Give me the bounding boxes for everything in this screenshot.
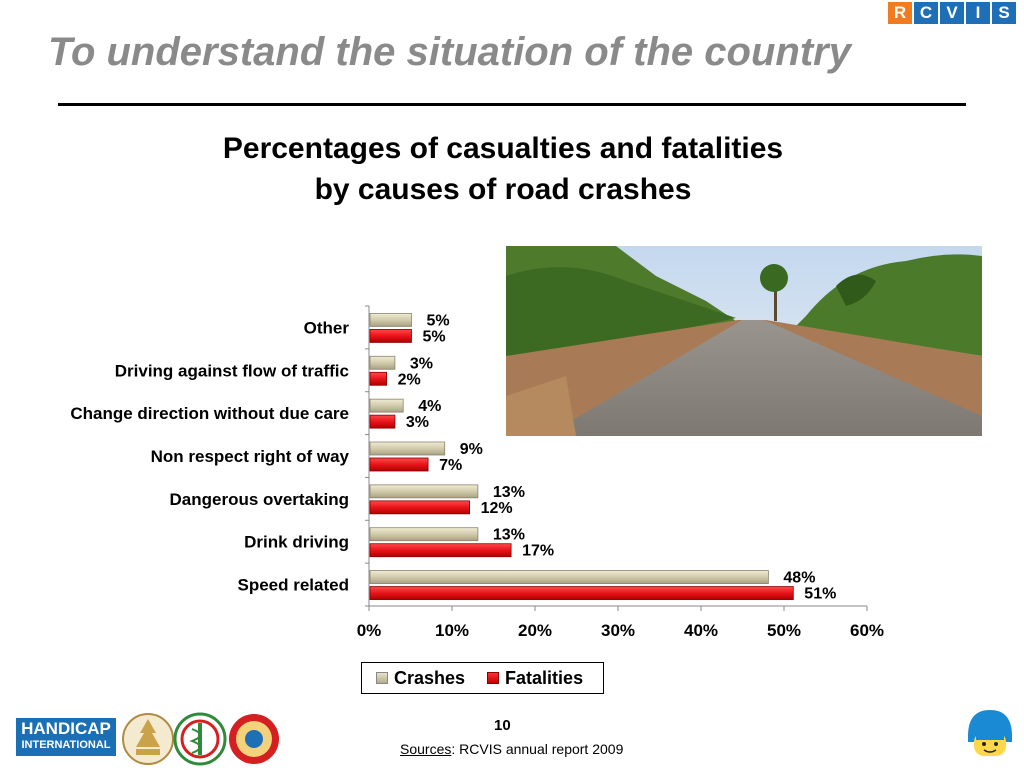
bar-crashes — [369, 355, 396, 370]
bar-crashes — [369, 527, 479, 542]
police-seal-icon — [229, 714, 279, 764]
data-label-crashes: 13% — [493, 527, 525, 544]
health-ministry-emblem-icon — [173, 712, 227, 766]
data-label-fatalities: 5% — [423, 328, 446, 345]
data-label-fatalities: 51% — [804, 586, 836, 603]
chart-legend: Crashes Fatalities — [361, 662, 604, 694]
data-label-fatalities: 3% — [406, 414, 429, 431]
bar-crashes — [369, 441, 446, 456]
category-label: Driving against flow of traffic — [115, 361, 349, 380]
category-label: Change direction without due care — [70, 404, 349, 423]
category-label: Non respect right of way — [151, 447, 350, 466]
road-photo — [506, 246, 982, 436]
chart-title-line1: Percentages of casualties and fatalities — [222, 132, 784, 165]
x-tick-label: 50% — [767, 621, 801, 640]
sources-note: Sources: RCVIS annual report 2009 — [400, 741, 623, 757]
legend-swatch-fatalities — [487, 672, 500, 684]
rcvis-logo: R C V I S — [888, 2, 1016, 24]
data-label-fatalities: 17% — [522, 543, 554, 560]
bar-fatalities — [369, 457, 429, 472]
bar-fatalities — [369, 329, 412, 343]
title-divider — [58, 103, 966, 106]
data-label-crashes: 3% — [410, 355, 433, 372]
partner-emblems — [122, 712, 279, 766]
ministry-seal-icon — [122, 713, 174, 765]
data-label-fatalities: 2% — [398, 371, 421, 388]
data-label-fatalities: 7% — [439, 457, 462, 474]
legend-label-crashes: Crashes — [394, 667, 466, 688]
handicap-logo-line1: HANDICAP — [21, 719, 111, 738]
sources-label: Sources — [400, 741, 452, 757]
data-label-fatalities: 12% — [481, 500, 513, 517]
legend-item-crashes: Crashes — [376, 668, 465, 689]
chart-title-line2: by causes of road crashes — [314, 173, 692, 206]
bar-fatalities — [369, 371, 388, 386]
page-number: 10 — [494, 717, 511, 734]
handicap-international-logo: HANDICAP INTERNATIONAL — [16, 718, 116, 756]
bar-crashes — [369, 398, 404, 413]
data-label-crashes: 4% — [418, 398, 441, 415]
legend-label-fatalities: Fatalities — [505, 667, 584, 688]
category-label: Dangerous overtaking — [170, 490, 350, 509]
bar-fatalities — [369, 414, 396, 429]
rcvis-letter: S — [992, 2, 1016, 24]
sources-text: : RCVIS annual report 2009 — [451, 741, 624, 757]
helmet-mascot-icon — [968, 710, 1012, 756]
x-tick-label: 30% — [601, 621, 635, 640]
data-label-crashes: 9% — [460, 441, 483, 458]
bar-crashes — [369, 570, 769, 584]
chart-title: Percentages of casualties and fatalities… — [0, 128, 1006, 210]
slide-title: To understand the situation of the count… — [48, 30, 851, 74]
rcvis-letter: V — [940, 2, 964, 24]
bar-fatalities — [369, 586, 794, 600]
bar-chart: 0% 10% 20% 30% 40% 50% 60% Other 5%5% Driving aga… — [70, 305, 884, 640]
x-tick-label: 20% — [518, 621, 552, 640]
x-tick-label: 60% — [850, 621, 884, 640]
bar-crashes — [369, 313, 412, 327]
category-label: Other — [304, 318, 350, 337]
rcvis-letter: R — [888, 2, 912, 24]
bar-crashes — [369, 484, 479, 499]
handicap-logo-line2: INTERNATIONAL — [21, 739, 111, 751]
bar-fatalities — [369, 543, 512, 558]
legend-swatch-crashes — [376, 672, 388, 684]
category-label: Speed related — [238, 576, 350, 595]
x-tick-label: 40% — [684, 621, 718, 640]
bar-fatalities — [369, 500, 470, 515]
category-label: Drink driving — [244, 533, 349, 552]
data-label-crashes: 13% — [493, 484, 525, 501]
data-label-crashes: 5% — [427, 312, 450, 329]
data-label-crashes: 48% — [783, 570, 815, 587]
rcvis-letter: C — [914, 2, 938, 24]
rcvis-letter: I — [966, 2, 990, 24]
x-tick-label: 10% — [435, 621, 469, 640]
x-tick-label: 0% — [357, 621, 382, 640]
legend-item-fatalities: Fatalities — [487, 668, 583, 689]
